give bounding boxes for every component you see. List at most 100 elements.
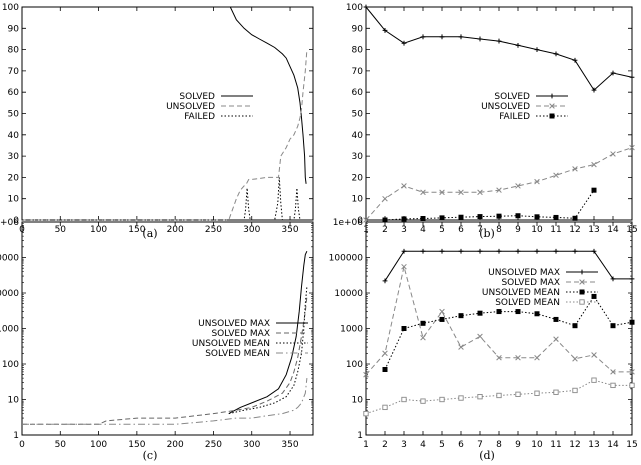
x-tick-label: 14 (607, 440, 619, 450)
series-line (365, 379, 632, 415)
series-line (384, 250, 632, 282)
data-point (458, 189, 464, 196)
data-point (458, 344, 464, 350)
x-tick-label: 12 (569, 440, 580, 450)
x-tick-label: 4 (420, 440, 426, 450)
data-point (610, 369, 616, 375)
x-tick-label: 7 (477, 440, 483, 450)
series-line (365, 6, 633, 91)
series-line (228, 250, 308, 415)
panel-caption: (a) (142, 227, 157, 240)
y-tick-label: 30 (352, 152, 364, 162)
y-tick-label: 60 (352, 88, 364, 98)
x-tick-label: 5 (439, 440, 445, 450)
data-point (591, 161, 597, 168)
x-tick-label: 150 (128, 225, 145, 235)
y-tick-label: 10000 (334, 289, 363, 299)
data-point (477, 394, 483, 400)
data-point (458, 34, 464, 40)
chart-panel-d: 1 2 3 4 5 6 7 8 9 10 11 12 13 14 151101001000100001000… (329, 218, 638, 462)
data-point (382, 28, 388, 33)
y-tick-label: 40 (8, 131, 20, 141)
data-point (610, 276, 616, 282)
data-point (572, 323, 578, 329)
data-point (534, 248, 540, 254)
legend-label: SOLVED MEAN (495, 298, 560, 308)
data-point (496, 38, 502, 44)
data-point (420, 34, 426, 40)
x-tick-label: 4 (420, 225, 426, 235)
data-point (420, 398, 426, 404)
y-tick-label: 1 (357, 431, 363, 441)
y-tick-label: 50 (352, 110, 364, 120)
data-point (515, 213, 521, 219)
legend-marker (579, 299, 585, 305)
data-point (515, 309, 521, 315)
x-tick-label: 9 (515, 225, 521, 235)
legend-label: FAILED (184, 112, 215, 122)
series-line (22, 378, 308, 425)
data-point (401, 183, 407, 189)
x-tick-label: 2 (382, 225, 388, 235)
x-tick-label: 11 (550, 225, 561, 235)
series-line (365, 266, 632, 376)
data-point (591, 87, 597, 93)
data-point (477, 248, 483, 254)
x-tick-label: 8 (496, 440, 502, 450)
data-point (458, 248, 464, 254)
data-point (401, 40, 407, 46)
data-point (420, 320, 426, 326)
series-line (228, 286, 308, 415)
x-tick-label: 13 (588, 225, 599, 235)
y-tick-label: 10 (8, 195, 20, 205)
data-point (401, 216, 407, 222)
y-tick-label: 10 (352, 195, 364, 205)
data-point (439, 248, 445, 254)
legend-label: UNSOLVED MAX (198, 319, 270, 329)
x-tick-label: 10 (531, 225, 543, 235)
data-point (439, 215, 445, 221)
chart-panel-c: 0501001502002503003501101001000100001000… (0, 218, 314, 462)
legend-marker (579, 269, 585, 275)
x-tick-label: 100 (90, 440, 107, 450)
data-point (591, 293, 597, 299)
data-point (458, 313, 464, 319)
data-point (382, 278, 388, 284)
y-tick-label: 1 (13, 431, 19, 441)
x-tick-label: 5 (439, 225, 445, 235)
data-point (382, 404, 388, 411)
data-point (382, 217, 388, 223)
series-line (22, 177, 313, 221)
y-tick-label: 90 (8, 24, 20, 34)
plot-frame (21, 6, 314, 221)
x-tick-label: 14 (607, 225, 619, 235)
data-point (534, 390, 540, 396)
data-point (439, 396, 445, 403)
data-point (439, 34, 445, 40)
series-line (22, 296, 308, 425)
series-line (22, 49, 308, 221)
data-point (591, 352, 597, 358)
x-tick-label: 150 (128, 440, 145, 450)
legend-label: UNSOLVED MEAN (192, 339, 270, 349)
y-tick-label: 1e+06 (0, 218, 19, 228)
x-tick-label: 200 (167, 440, 184, 450)
data-point (401, 396, 407, 403)
data-point (458, 395, 464, 401)
y-tick-label: 1e+06 (333, 218, 364, 228)
y-tick-label: 10 (8, 396, 20, 406)
data-point (420, 189, 426, 196)
y-tick-label: 80 (352, 46, 364, 56)
y-tick-label: 80 (8, 46, 20, 56)
data-point (572, 248, 578, 254)
series-line (22, 6, 307, 184)
legend-marker (579, 279, 585, 285)
data-point (629, 369, 635, 375)
legend-marker (579, 289, 585, 295)
y-tick-label: 90 (352, 24, 364, 34)
data-point (553, 248, 559, 254)
x-tick-label: 300 (243, 225, 260, 235)
y-tick-label: 100 (2, 3, 19, 13)
data-point (477, 36, 483, 42)
